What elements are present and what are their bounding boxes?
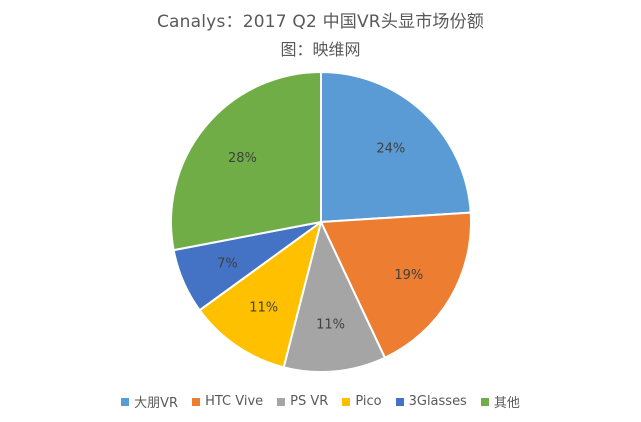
legend-item: Pico bbox=[342, 394, 382, 409]
legend-item: 其他 bbox=[480, 392, 520, 411]
legend-swatch bbox=[277, 397, 286, 406]
slice-data-label: 7% bbox=[217, 257, 238, 272]
legend-swatch bbox=[395, 397, 404, 406]
slice-data-label: 28% bbox=[228, 151, 257, 166]
legend-item: 大朋VR bbox=[121, 392, 178, 411]
legend-label: Pico bbox=[355, 394, 382, 409]
legend-swatch bbox=[342, 397, 351, 406]
pie-labels: 24% 19% 11% 11% 7% 28% bbox=[217, 142, 423, 333]
legend-label: 3Glasses bbox=[408, 394, 467, 409]
pie-slice bbox=[282, 221, 386, 373]
legend-item: HTC Vive bbox=[192, 394, 263, 409]
slice-data-label: 11% bbox=[249, 300, 278, 315]
slice-data-label: 19% bbox=[394, 268, 423, 283]
slice-data-label: 24% bbox=[376, 142, 405, 157]
chart-subtitle: 图：映维网 bbox=[280, 40, 361, 59]
pie-slice bbox=[198, 221, 322, 369]
legend-label: 其他 bbox=[493, 396, 520, 411]
slice-data-label: 11% bbox=[316, 318, 345, 333]
legend-item: PS VR bbox=[277, 394, 328, 409]
pie-slice bbox=[320, 71, 472, 223]
legend-label: PS VR bbox=[290, 394, 329, 409]
legend-swatch bbox=[192, 397, 201, 406]
legend-swatch bbox=[121, 397, 130, 406]
legend-label: 大朋VR bbox=[134, 396, 179, 411]
legend-swatch bbox=[480, 397, 489, 406]
legend: 大朋VR HTC Vive PS VR Pico 3Glasses 其他 bbox=[0, 392, 641, 411]
pie-slice bbox=[170, 71, 322, 252]
legend-item: 3Glasses bbox=[395, 394, 467, 409]
chart-title: Canalys：2017 Q2 中国VR头显市场份额 bbox=[156, 12, 485, 32]
pie-slice bbox=[320, 211, 472, 359]
pie-slices bbox=[170, 71, 472, 373]
legend-label: HTC Vive bbox=[205, 394, 264, 409]
